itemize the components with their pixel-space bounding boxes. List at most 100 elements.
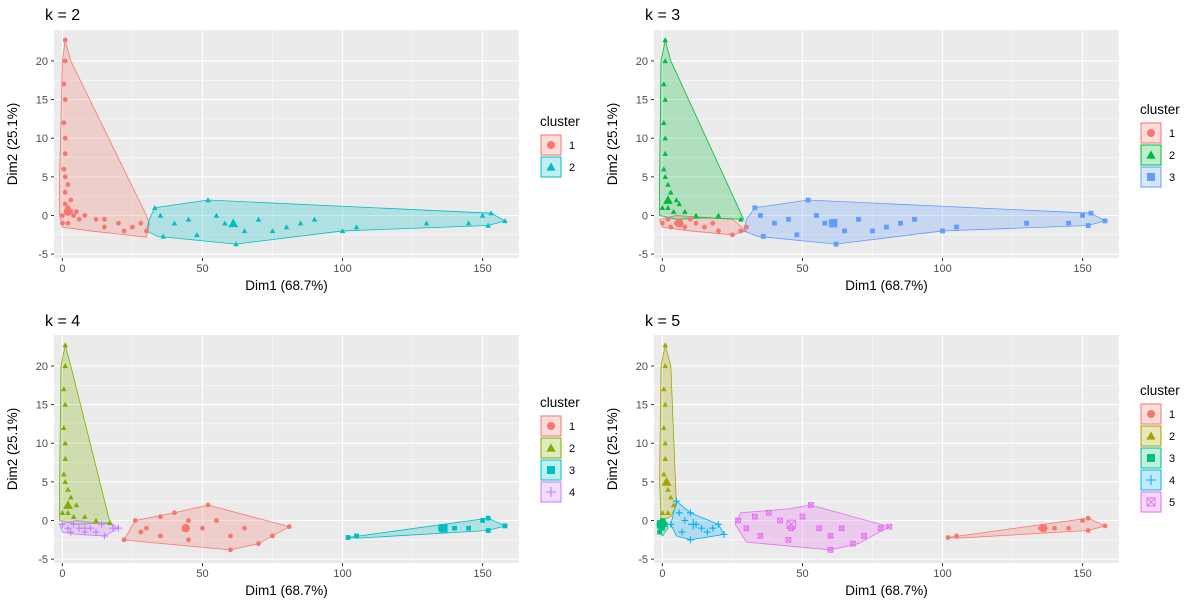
data-point <box>751 513 758 520</box>
y-tick-label: 5 <box>642 477 648 489</box>
data-point <box>62 135 68 141</box>
chart-title: k = 2 <box>45 7 80 24</box>
cluster-2-centroid <box>228 218 239 228</box>
data-point <box>662 150 668 156</box>
data-point <box>228 547 233 553</box>
data-point <box>884 224 889 230</box>
data-point <box>668 189 674 195</box>
x-axis-label: Dim1 (68.7%) <box>245 278 328 293</box>
y-tick-label: 20 <box>36 56 48 68</box>
cluster-2-points <box>152 197 508 247</box>
cluster-3-points <box>345 515 508 540</box>
data-point <box>912 216 917 222</box>
data-point <box>838 525 845 532</box>
cluster-1-points <box>121 502 292 553</box>
data-point <box>661 424 667 430</box>
legend-label-2: 2 <box>1169 150 1175 162</box>
data-point <box>65 486 71 492</box>
data-point <box>856 216 861 222</box>
data-point <box>205 197 211 203</box>
data-point <box>92 528 100 536</box>
data-point <box>70 520 78 528</box>
y-axis-label: Dim2 (25.1%) <box>605 408 620 491</box>
data-point <box>1088 210 1094 216</box>
y-tick-label: 15 <box>36 95 48 107</box>
x-axis-label: Dim1 (68.7%) <box>845 583 928 598</box>
y-tick-label: 0 <box>642 210 648 222</box>
y-tick-label: 5 <box>42 172 48 184</box>
legend-title: cluster <box>1140 102 1180 117</box>
data-point <box>715 520 722 528</box>
data-point <box>339 228 346 234</box>
data-point <box>772 220 777 226</box>
x-tick-label: 50 <box>196 263 208 275</box>
cluster-3-centroid <box>829 219 838 228</box>
data-point <box>61 424 67 430</box>
data-point <box>760 233 766 239</box>
data-point <box>270 533 275 539</box>
data-point <box>827 547 834 553</box>
chart-title: k = 3 <box>645 7 680 24</box>
legend-symbol-2 <box>1146 150 1156 159</box>
data-point <box>662 135 668 141</box>
data-point <box>822 220 828 226</box>
legend-title: cluster <box>1140 383 1180 398</box>
data-point <box>667 520 675 528</box>
data-point <box>886 523 893 530</box>
data-point <box>805 197 811 203</box>
data-point <box>662 342 668 348</box>
y-tick-label: 0 <box>42 515 48 527</box>
data-point <box>70 513 77 519</box>
legend-label-1: 1 <box>1169 409 1175 421</box>
data-point <box>842 228 847 234</box>
cluster-2-centroid <box>63 500 73 509</box>
data-point <box>297 220 304 226</box>
data-point <box>954 224 959 230</box>
x-tick-label: 100 <box>933 263 951 275</box>
data-point <box>661 471 667 477</box>
data-point <box>116 220 121 226</box>
x-tick-label: 100 <box>333 263 351 275</box>
data-point <box>662 521 668 527</box>
data-point <box>662 58 668 64</box>
data-point <box>130 224 135 230</box>
data-point <box>502 523 508 529</box>
data-point <box>661 119 667 125</box>
y-tick-label: 15 <box>636 400 648 412</box>
data-point <box>785 536 792 543</box>
data-point <box>850 540 856 547</box>
data-point <box>256 541 261 547</box>
data-point <box>661 81 667 87</box>
data-point <box>479 212 486 218</box>
data-point <box>665 181 671 187</box>
cluster-1-centroid <box>181 524 190 533</box>
y-tick-label: 15 <box>636 95 648 107</box>
data-point <box>144 525 149 531</box>
data-point <box>940 228 945 234</box>
data-point <box>1085 528 1091 533</box>
legend-title: cluster <box>540 114 580 129</box>
legend-symbol-3 <box>547 466 555 474</box>
data-point <box>703 528 711 536</box>
x-tick-label: 50 <box>796 568 808 580</box>
data-point <box>102 216 107 222</box>
data-point <box>62 97 68 102</box>
cluster-1-points <box>60 37 149 234</box>
data-point <box>752 205 758 211</box>
data-point <box>681 517 689 524</box>
data-point <box>657 529 663 535</box>
y-tick-label: 10 <box>36 438 48 450</box>
data-point <box>668 494 674 500</box>
cluster-3-points <box>752 197 1108 247</box>
data-point <box>138 529 144 535</box>
y-tick-label: -5 <box>38 554 48 566</box>
data-point <box>68 494 74 500</box>
cluster-5-centroid <box>786 519 796 530</box>
x-tick-label: 0 <box>59 568 65 580</box>
cluster-4-points <box>667 497 728 544</box>
data-point <box>687 509 694 517</box>
data-point <box>60 220 65 226</box>
data-point <box>485 222 491 228</box>
